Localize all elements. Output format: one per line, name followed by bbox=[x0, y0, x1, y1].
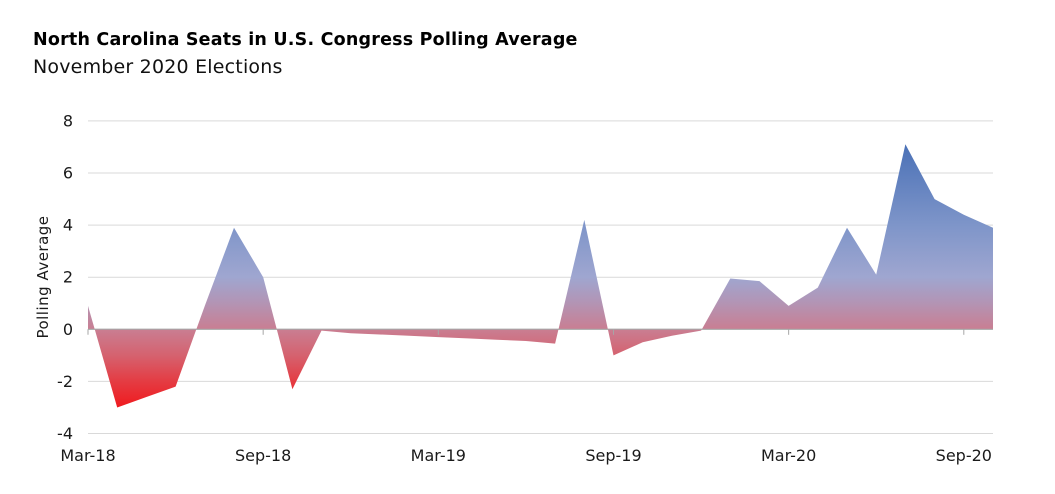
y-tick-label: 2 bbox=[63, 268, 73, 287]
y-tick-label: 6 bbox=[63, 164, 73, 183]
x-tick-label: Sep-19 bbox=[585, 446, 641, 465]
chart-subtitle: November 2020 Elections bbox=[33, 56, 283, 78]
x-tick-label: Mar-20 bbox=[761, 446, 816, 465]
x-tick-label: Sep-20 bbox=[936, 446, 992, 465]
chart-title: North Carolina Seats in U.S. Congress Po… bbox=[33, 30, 578, 50]
x-tick-label: Mar-18 bbox=[60, 446, 115, 465]
y-tick-label: 0 bbox=[63, 320, 73, 339]
polling-average-area-series bbox=[88, 144, 993, 408]
x-tick-label: Mar-19 bbox=[411, 446, 466, 465]
y-tick-label: -2 bbox=[57, 372, 73, 391]
y-axis-title: Polling Average bbox=[34, 215, 52, 338]
y-tick-label: -4 bbox=[57, 424, 73, 443]
y-tick-label: 4 bbox=[63, 216, 73, 235]
y-tick-label: 8 bbox=[63, 111, 73, 130]
x-tick-label: Sep-18 bbox=[235, 446, 291, 465]
